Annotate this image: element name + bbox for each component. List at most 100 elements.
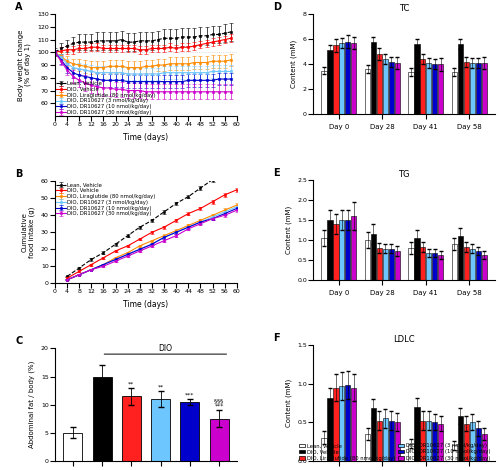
Title: TC: TC bbox=[399, 4, 409, 13]
Bar bbox=[151, 399, 170, 461]
Bar bbox=[377, 54, 382, 114]
Bar bbox=[420, 59, 426, 114]
Bar bbox=[432, 422, 438, 461]
Legend: Lean, Vehicle, DIO, Vehicle, DIO, Liraglutide (80 nmol/kg/day), DIO, DR10627 (3 : Lean, Vehicle, DIO, Vehicle, DIO, Liragl… bbox=[56, 81, 156, 115]
Bar bbox=[432, 253, 438, 280]
Bar bbox=[328, 398, 332, 461]
Bar bbox=[420, 247, 426, 280]
Bar bbox=[408, 444, 414, 461]
Bar bbox=[464, 423, 469, 461]
Bar bbox=[394, 422, 400, 461]
Text: **: ** bbox=[128, 382, 134, 387]
Bar bbox=[482, 434, 486, 461]
Bar bbox=[365, 69, 370, 114]
Bar bbox=[382, 418, 388, 461]
Bar bbox=[470, 249, 475, 280]
Bar bbox=[470, 422, 475, 461]
Bar bbox=[452, 445, 457, 461]
Bar bbox=[414, 407, 420, 461]
Bar bbox=[377, 248, 382, 280]
Bar bbox=[328, 220, 332, 280]
Bar bbox=[464, 247, 469, 280]
Text: A: A bbox=[15, 2, 22, 12]
Text: $\S\S\S$: $\S\S\S$ bbox=[214, 397, 224, 406]
Bar bbox=[180, 402, 200, 461]
Bar bbox=[482, 63, 486, 114]
Bar bbox=[414, 44, 420, 114]
Bar bbox=[334, 224, 338, 280]
Bar bbox=[432, 64, 438, 114]
Bar bbox=[371, 234, 376, 280]
Text: ***: *** bbox=[214, 404, 224, 409]
Bar bbox=[334, 46, 338, 114]
Bar bbox=[394, 63, 400, 114]
Bar bbox=[408, 72, 414, 114]
Bar bbox=[345, 42, 350, 114]
Bar bbox=[371, 408, 376, 461]
Bar bbox=[408, 248, 414, 280]
Bar bbox=[345, 385, 350, 461]
Text: E: E bbox=[273, 168, 280, 178]
Text: B: B bbox=[15, 169, 22, 179]
Bar bbox=[458, 44, 463, 114]
Bar bbox=[426, 63, 432, 114]
Bar bbox=[365, 434, 370, 461]
Bar bbox=[452, 72, 457, 114]
Legend: Lean, Vehicle, DIO, Vehicle, DIO, Liraglutide (80 nmol/kg/day), DIO, DR10627 (3 : Lean, Vehicle, DIO, Vehicle, DIO, Liragl… bbox=[297, 441, 492, 462]
Bar bbox=[476, 428, 481, 461]
Bar bbox=[470, 63, 475, 114]
Bar bbox=[382, 249, 388, 280]
Bar bbox=[414, 238, 420, 280]
Bar bbox=[438, 255, 444, 280]
Bar bbox=[340, 386, 344, 461]
Text: C: C bbox=[15, 336, 22, 346]
Title: LDLC: LDLC bbox=[394, 336, 415, 345]
Text: ***: *** bbox=[185, 393, 194, 398]
Bar bbox=[322, 70, 326, 114]
Bar bbox=[476, 251, 481, 280]
Bar bbox=[426, 421, 432, 461]
Text: **: ** bbox=[158, 384, 164, 390]
Bar bbox=[426, 253, 432, 280]
Bar bbox=[351, 216, 356, 280]
Legend: Lean, Vehicle, DIO, Vehicle, DIO, Liraglutide (80 nmol/kg/day), DIO, DR10627 (3 : Lean, Vehicle, DIO, Vehicle, DIO, Liragl… bbox=[56, 182, 156, 216]
Bar bbox=[388, 421, 394, 461]
Bar bbox=[388, 249, 394, 280]
Y-axis label: Content (mM): Content (mM) bbox=[291, 40, 298, 88]
Text: DIO: DIO bbox=[158, 344, 172, 353]
Bar bbox=[388, 62, 394, 114]
Bar bbox=[210, 419, 229, 461]
Bar bbox=[464, 62, 469, 114]
Bar bbox=[438, 64, 444, 114]
Bar bbox=[322, 238, 326, 280]
Y-axis label: Content (mM): Content (mM) bbox=[285, 379, 292, 427]
Bar bbox=[334, 388, 338, 461]
Bar bbox=[482, 255, 486, 280]
Bar bbox=[438, 423, 444, 461]
Bar bbox=[351, 43, 356, 114]
Bar bbox=[64, 432, 82, 461]
Bar bbox=[476, 63, 481, 114]
Bar bbox=[420, 421, 426, 461]
Y-axis label: Cumulative
food intake (g): Cumulative food intake (g) bbox=[22, 207, 36, 258]
Bar bbox=[322, 438, 326, 461]
Bar bbox=[351, 388, 356, 461]
Bar bbox=[394, 251, 400, 280]
X-axis label: Time (days): Time (days) bbox=[124, 133, 168, 142]
Bar bbox=[458, 416, 463, 461]
X-axis label: Time (days): Time (days) bbox=[124, 300, 168, 309]
Bar bbox=[382, 59, 388, 114]
Y-axis label: Abdominal fat / body (%): Abdominal fat / body (%) bbox=[29, 361, 35, 448]
Bar bbox=[340, 43, 344, 114]
Bar bbox=[328, 50, 332, 114]
Bar bbox=[452, 244, 457, 280]
Text: D: D bbox=[273, 2, 281, 12]
Y-axis label: Body weight change
(% of day 1): Body weight change (% of day 1) bbox=[18, 29, 32, 101]
Y-axis label: Content (mM): Content (mM) bbox=[285, 206, 292, 254]
Bar bbox=[377, 421, 382, 461]
Bar bbox=[122, 396, 141, 461]
Bar bbox=[345, 220, 350, 280]
Bar bbox=[365, 240, 370, 280]
Bar bbox=[458, 236, 463, 280]
Bar bbox=[92, 376, 112, 461]
